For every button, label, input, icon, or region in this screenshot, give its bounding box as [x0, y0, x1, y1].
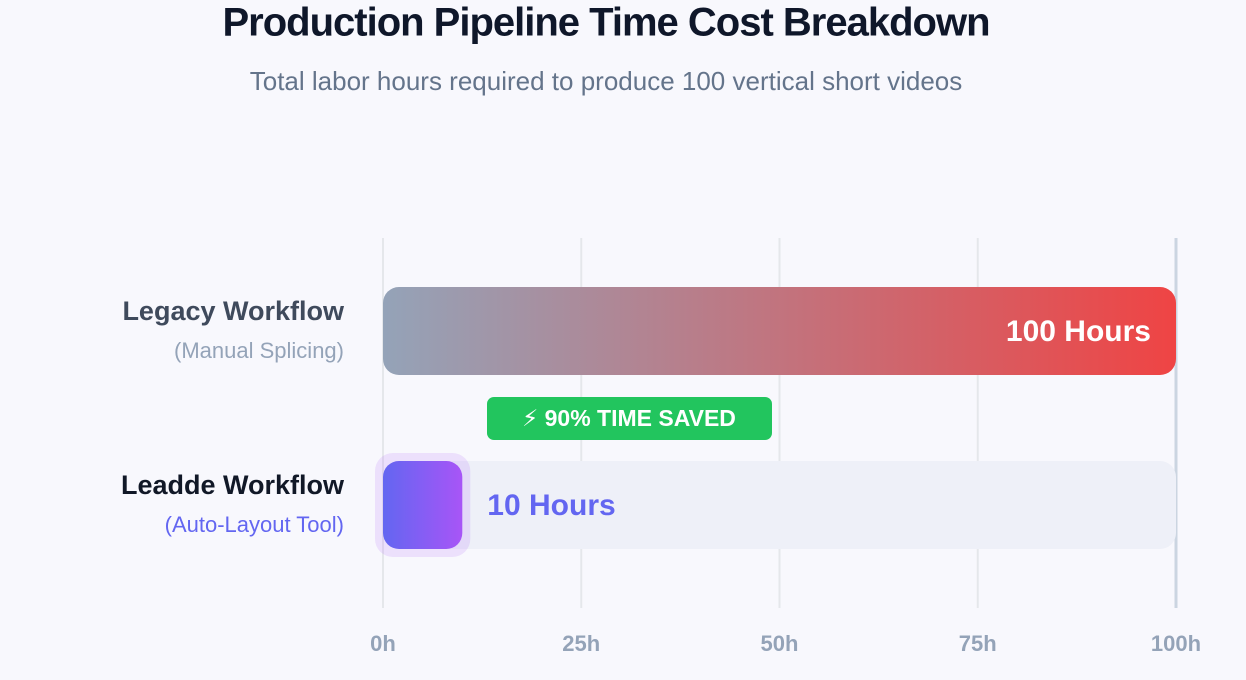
x-tick-label: 25h	[562, 631, 600, 656]
x-tick-label: 0h	[370, 631, 396, 656]
category-label: Leadde Workflow	[121, 470, 345, 500]
x-tick-label: 100h	[1151, 631, 1201, 656]
value-label: 10 Hours	[487, 489, 615, 522]
x-tick-label: 75h	[959, 631, 997, 656]
bar-track	[383, 461, 1176, 549]
annotation-badge	[487, 397, 772, 440]
bar	[383, 287, 1176, 375]
chart-subtitle: Total labor hours required to produce 10…	[250, 66, 963, 96]
category-label: Legacy Workflow	[122, 296, 345, 326]
annotation: ⚡ 90% TIME SAVED	[522, 405, 736, 431]
category-sublabel: (Manual Splicing)	[174, 338, 344, 363]
chart-title: Production Pipeline Time Cost Breakdown	[222, 1, 989, 45]
value-label: 100 Hours	[1006, 315, 1151, 348]
bar	[383, 461, 463, 549]
x-tick-label: 50h	[761, 631, 799, 656]
category-sublabel: (Auto-Layout Tool)	[165, 512, 344, 537]
